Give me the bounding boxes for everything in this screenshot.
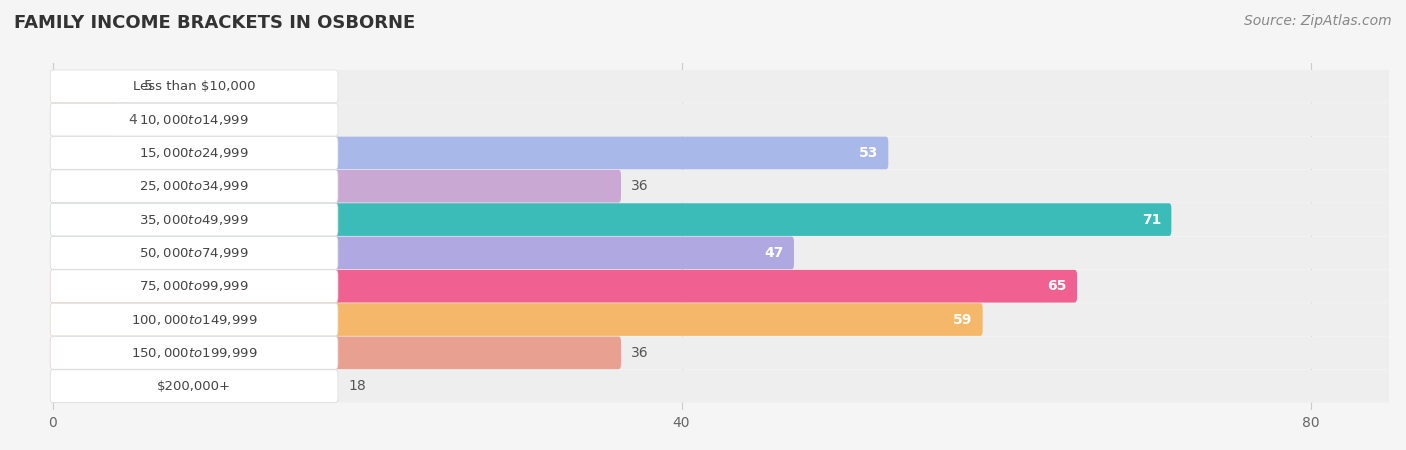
FancyBboxPatch shape: [51, 270, 337, 302]
FancyBboxPatch shape: [51, 370, 337, 402]
Text: 71: 71: [1142, 212, 1161, 227]
FancyBboxPatch shape: [51, 370, 1392, 402]
FancyBboxPatch shape: [51, 337, 621, 369]
FancyBboxPatch shape: [51, 170, 621, 202]
FancyBboxPatch shape: [51, 237, 337, 269]
FancyBboxPatch shape: [51, 203, 337, 236]
FancyBboxPatch shape: [51, 203, 1392, 236]
FancyBboxPatch shape: [51, 170, 337, 202]
Text: $50,000 to $74,999: $50,000 to $74,999: [139, 246, 249, 260]
Text: $100,000 to $149,999: $100,000 to $149,999: [131, 313, 257, 327]
Text: 36: 36: [631, 346, 648, 360]
FancyBboxPatch shape: [51, 303, 1392, 336]
FancyBboxPatch shape: [51, 203, 1171, 236]
Text: $15,000 to $24,999: $15,000 to $24,999: [139, 146, 249, 160]
FancyBboxPatch shape: [51, 270, 1392, 302]
Text: $10,000 to $14,999: $10,000 to $14,999: [139, 112, 249, 126]
Text: $35,000 to $49,999: $35,000 to $49,999: [139, 212, 249, 227]
Text: FAMILY INCOME BRACKETS IN OSBORNE: FAMILY INCOME BRACKETS IN OSBORNE: [14, 14, 415, 32]
FancyBboxPatch shape: [51, 104, 1392, 136]
Text: Less than $10,000: Less than $10,000: [132, 80, 256, 93]
FancyBboxPatch shape: [51, 337, 337, 369]
FancyBboxPatch shape: [51, 70, 1392, 103]
Text: $25,000 to $34,999: $25,000 to $34,999: [139, 179, 249, 193]
FancyBboxPatch shape: [51, 70, 337, 103]
Text: 18: 18: [349, 379, 366, 393]
FancyBboxPatch shape: [51, 303, 337, 336]
FancyBboxPatch shape: [51, 70, 134, 103]
FancyBboxPatch shape: [51, 104, 337, 136]
FancyBboxPatch shape: [51, 137, 1392, 169]
Text: $75,000 to $99,999: $75,000 to $99,999: [139, 279, 249, 293]
FancyBboxPatch shape: [51, 370, 337, 402]
FancyBboxPatch shape: [51, 137, 337, 169]
Text: 36: 36: [631, 179, 648, 193]
FancyBboxPatch shape: [51, 104, 118, 136]
Text: 4: 4: [128, 112, 136, 126]
FancyBboxPatch shape: [51, 237, 794, 269]
Text: $200,000+: $200,000+: [157, 380, 231, 393]
FancyBboxPatch shape: [51, 337, 1392, 369]
Text: $150,000 to $199,999: $150,000 to $199,999: [131, 346, 257, 360]
FancyBboxPatch shape: [51, 303, 983, 336]
Text: 53: 53: [859, 146, 879, 160]
FancyBboxPatch shape: [51, 170, 1392, 202]
Text: 5: 5: [143, 79, 152, 93]
Text: 59: 59: [953, 313, 973, 327]
Text: Source: ZipAtlas.com: Source: ZipAtlas.com: [1244, 14, 1392, 27]
Text: 65: 65: [1047, 279, 1067, 293]
FancyBboxPatch shape: [51, 237, 1392, 269]
FancyBboxPatch shape: [51, 270, 1077, 302]
FancyBboxPatch shape: [51, 137, 889, 169]
Text: 47: 47: [765, 246, 783, 260]
